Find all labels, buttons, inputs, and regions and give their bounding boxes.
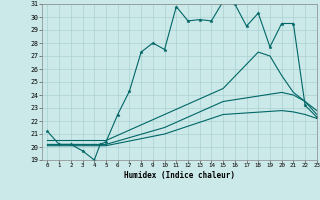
X-axis label: Humidex (Indice chaleur): Humidex (Indice chaleur)	[124, 171, 235, 180]
